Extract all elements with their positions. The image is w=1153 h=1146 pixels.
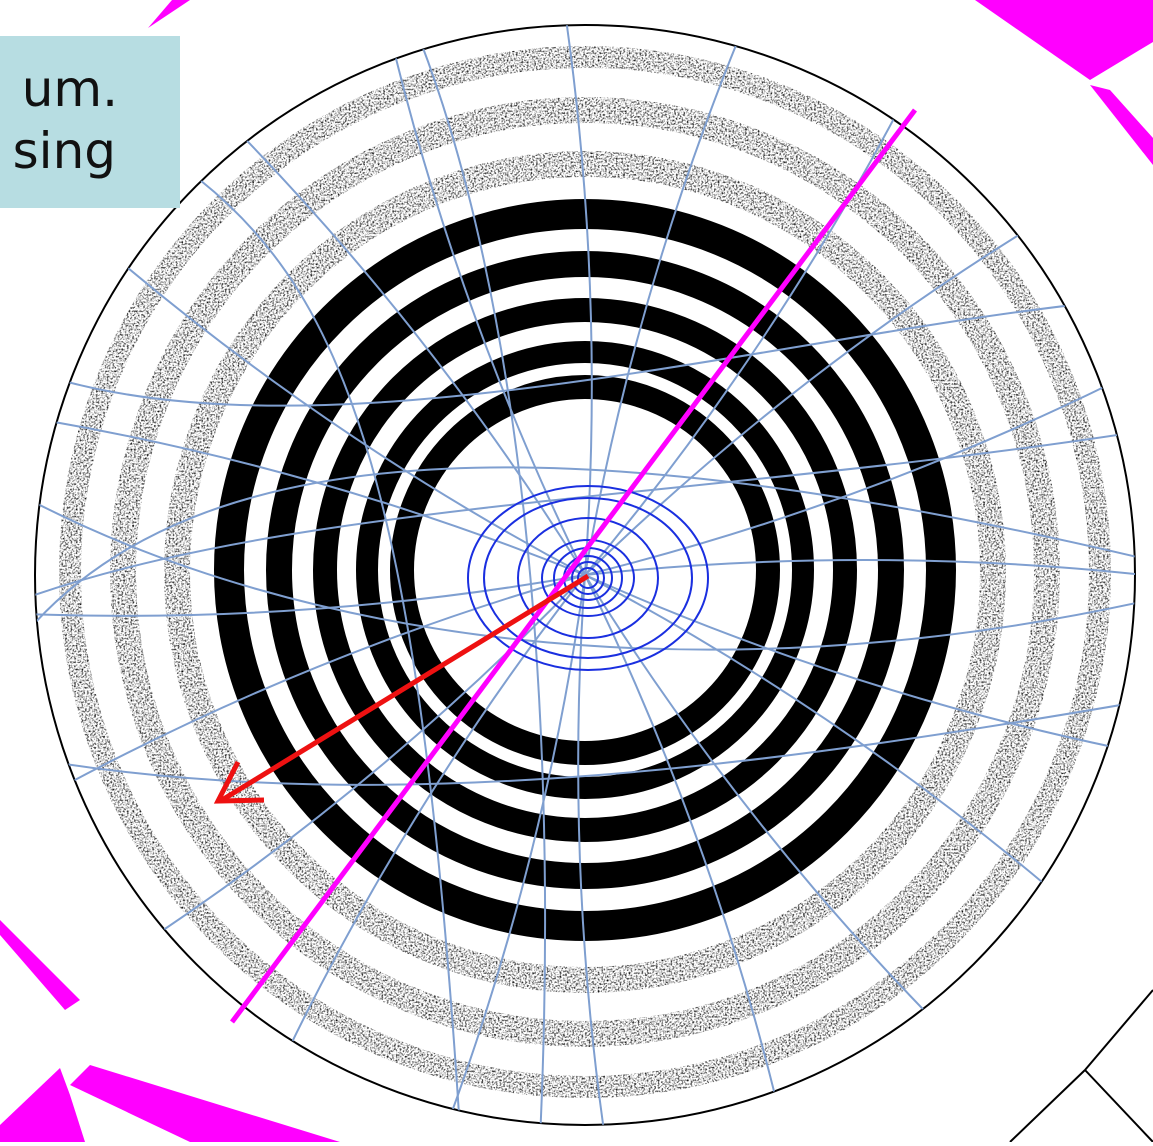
rough-ring-2	[110, 97, 1060, 1047]
grid-sweep-arc	[35, 466, 1135, 641]
caption-line-2: sing	[12, 122, 116, 180]
corner-line-right	[1084, 989, 1153, 1071]
grid-radial-line	[584, 574, 1050, 889]
arrow-head	[213, 760, 265, 804]
grid-sweep-arc	[35, 429, 1135, 601]
corner-wedge-left-edge	[0, 920, 80, 1010]
solid-ring-1	[214, 199, 956, 941]
solid-ring-2	[266, 251, 904, 889]
grid-radial-line	[35, 574, 586, 617]
grid-radial-line	[584, 574, 778, 1102]
corner-line-bottom-right	[1084, 1069, 1153, 1143]
contour-loop	[577, 567, 599, 589]
grid-radial-line	[584, 382, 1112, 576]
grid-sweep-arc	[39, 699, 1135, 786]
grid-radial-line	[65, 574, 586, 786]
corner-wedge-top-right	[975, 0, 1153, 80]
grid-sweep-arc	[199, 179, 461, 1125]
corner-wedge-bottom-left	[0, 1068, 85, 1142]
caption-line-1: um.	[21, 60, 118, 118]
caption-box: um. sing	[0, 36, 180, 208]
grid-sweep-arc	[419, 39, 546, 1125]
outer-rough-rings	[59, 46, 1111, 1098]
grid-radial-line	[46, 419, 586, 576]
grid-radial-line	[577, 574, 606, 1125]
contour-loop	[517, 517, 659, 639]
corner-wedge-top-left	[148, 0, 190, 28]
corner-wedge-right-edge	[1090, 85, 1153, 165]
rough-ring-3	[164, 151, 1006, 993]
corner-wedge-bottom-left-2	[70, 1065, 340, 1142]
contour-loop	[571, 561, 605, 595]
grid-radial-line	[155, 574, 586, 936]
solid-ring-4	[356, 341, 814, 799]
grid-radial-line	[448, 574, 586, 1119]
grid-radial-line	[239, 133, 586, 576]
inner-solid-rings	[214, 199, 956, 941]
solid-ring-5	[390, 375, 780, 765]
grid-radial-line	[584, 574, 1118, 749]
contour-loop	[541, 539, 635, 617]
missing-momentum-arrow-icon	[213, 573, 590, 804]
arrow-shaft	[220, 573, 590, 803]
inner-contours	[467, 485, 709, 671]
track-line	[229, 108, 918, 1024]
grid-radial-line	[584, 559, 1135, 576]
grid-radial-line	[392, 48, 586, 576]
rough-ring-1	[59, 46, 1111, 1098]
grid-radial-line	[287, 574, 586, 1051]
grid-sweep-arc	[59, 299, 1121, 407]
contour-loop	[467, 485, 709, 671]
contour-loop	[483, 497, 693, 659]
grid-lines	[35, 25, 1135, 1125]
grid-radial-line	[584, 229, 1027, 576]
solid-ring-3	[313, 298, 857, 842]
corner-line-bottom-right-2	[1009, 1069, 1086, 1143]
grid-radial-line	[120, 261, 586, 576]
grid-radial-line	[584, 574, 931, 1017]
